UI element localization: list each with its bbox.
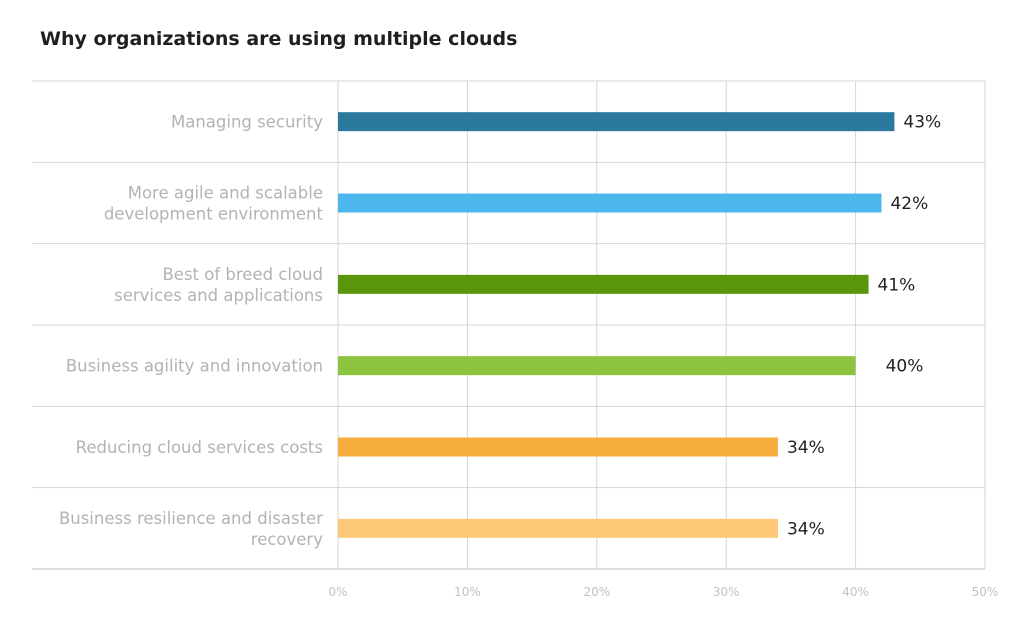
x-tick-label: 10% bbox=[454, 585, 481, 599]
bar bbox=[338, 437, 778, 457]
category-label: Managing security bbox=[171, 113, 323, 132]
data-label: 43% bbox=[903, 113, 941, 133]
bar bbox=[338, 356, 856, 376]
category-label: Business agility and innovation bbox=[66, 357, 323, 376]
labels: 0% 10% 20% 30% 40% 50% Managing security 43% Mor… bbox=[59, 113, 998, 599]
data-label: 42% bbox=[890, 194, 928, 214]
bar bbox=[338, 518, 778, 538]
chart-title: Why organizations are using multiple clo… bbox=[40, 28, 518, 50]
bars bbox=[338, 112, 895, 538]
category-label: Business resilience and disaster recovery bbox=[59, 509, 323, 549]
data-label: 41% bbox=[878, 275, 916, 295]
x-tick-label: 0% bbox=[328, 585, 347, 599]
bar bbox=[338, 112, 895, 132]
data-label: 40% bbox=[886, 357, 924, 377]
category-label: Best of breed cloud services and applicat… bbox=[114, 265, 323, 305]
bar bbox=[338, 274, 869, 294]
grid bbox=[32, 80, 986, 570]
bar bbox=[338, 193, 882, 213]
data-label: 34% bbox=[787, 438, 825, 458]
x-tick-label: 40% bbox=[842, 585, 869, 599]
category-label: Reducing cloud services costs bbox=[76, 438, 323, 457]
x-tick-label: 50% bbox=[972, 585, 999, 599]
x-tick-label: 30% bbox=[713, 585, 740, 599]
x-tick-label: 20% bbox=[583, 585, 610, 599]
data-label: 34% bbox=[787, 519, 825, 539]
category-label: More agile and scalable development envir… bbox=[104, 184, 324, 224]
